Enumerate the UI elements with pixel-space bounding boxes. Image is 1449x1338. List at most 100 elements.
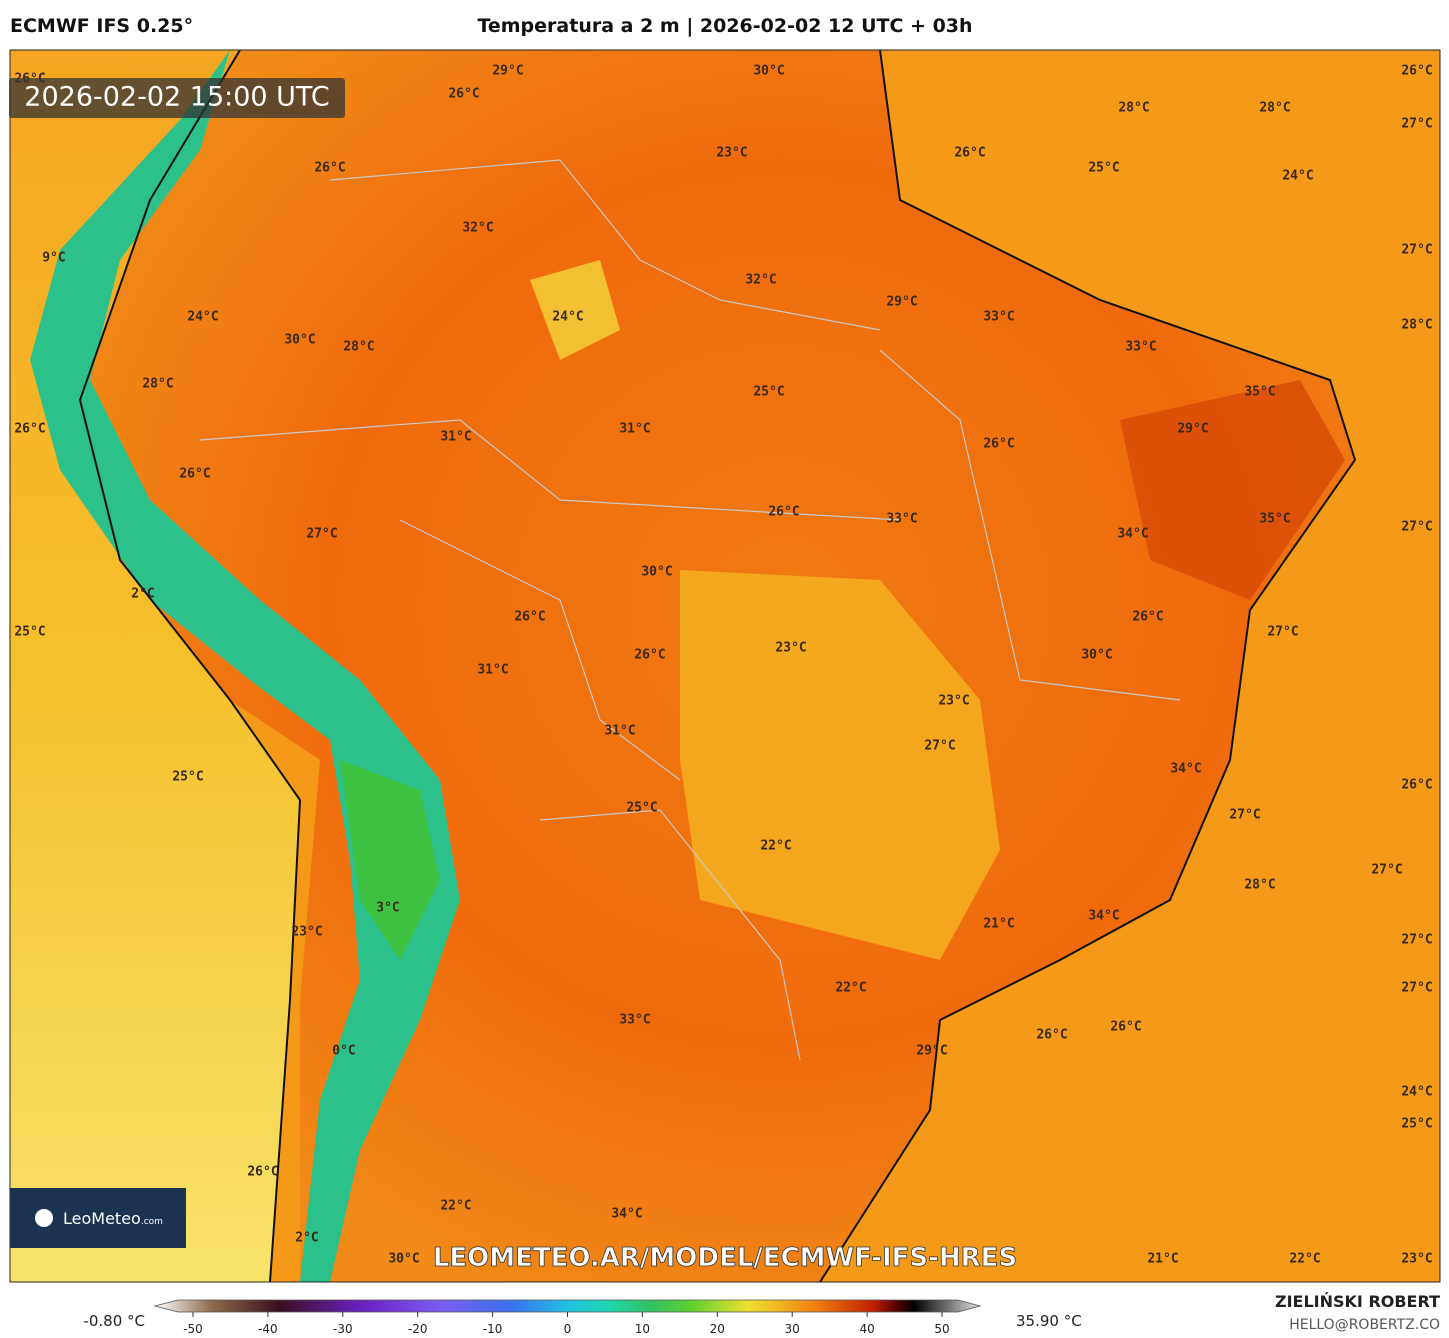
logo-brand: LeoMeteo.com — [63, 1209, 163, 1228]
andes-green — [340, 760, 440, 960]
temp-label: 29°C — [1177, 422, 1208, 437]
temp-label: 9°C — [42, 251, 65, 266]
temp-label: 25°C — [172, 770, 203, 785]
temp-label: 34°C — [1088, 909, 1119, 924]
temp-label: 31°C — [440, 430, 471, 445]
temp-label: 26°C — [954, 146, 985, 161]
temp-label: 27°C — [1229, 808, 1260, 823]
temp-label: 28°C — [1118, 101, 1149, 116]
temp-label: 32°C — [745, 273, 776, 288]
colorbar: -0.80 °C 35.90 °C -50 -40 -30 -20 -10 0 10 20 30… — [83, 1299, 1082, 1336]
temp-label: 25°C — [626, 801, 657, 816]
colorbar-tick-label: -10 — [483, 1322, 503, 1336]
temp-label: 24°C — [1282, 169, 1313, 184]
temp-label: 27°C — [1401, 520, 1432, 535]
cool-area — [530, 260, 620, 360]
logo-suffix: .com — [141, 1217, 163, 1227]
temp-label: 35°C — [1244, 385, 1275, 400]
temp-label: 26°C — [514, 610, 545, 625]
temp-label: 29°C — [916, 1044, 947, 1059]
temp-label: 23°C — [1401, 1252, 1432, 1267]
temp-label: 30°C — [388, 1252, 419, 1267]
header-left: ECMWF IFS 0.25° — [10, 15, 193, 37]
temp-label: 33°C — [619, 1013, 650, 1028]
temp-label: 23°C — [291, 925, 322, 940]
temp-label: 24°C — [552, 310, 583, 325]
temp-label: 28°C — [142, 377, 173, 392]
temp-label: 33°C — [983, 310, 1014, 325]
temp-label: 30°C — [284, 333, 315, 348]
temp-label: 27°C — [1401, 933, 1432, 948]
email: HELLO@ROBERTZ.CO — [1289, 1317, 1440, 1333]
temp-label: 32°C — [462, 221, 493, 236]
temp-label: 25°C — [1401, 1117, 1432, 1132]
temp-label: 27°C — [1371, 863, 1402, 878]
temp-label: 24°C — [187, 310, 218, 325]
temp-label: 30°C — [641, 565, 672, 580]
temp-label: 23°C — [716, 146, 747, 161]
temp-label: 22°C — [440, 1199, 471, 1214]
temp-label: 25°C — [753, 385, 784, 400]
temp-label: 29°C — [492, 64, 523, 79]
temp-label: 31°C — [604, 724, 635, 739]
temp-label: 24°C — [1401, 1085, 1432, 1100]
colorbar-tick-label: -50 — [183, 1322, 203, 1336]
temp-label: 25°C — [14, 625, 45, 640]
valid-time: 2026-02-02 15:00 UTC — [24, 82, 329, 113]
temp-label: 35°C — [1259, 512, 1290, 527]
hot-area — [1120, 380, 1345, 600]
colorbar-tick-label: 30 — [785, 1322, 800, 1336]
temp-label: 28°C — [343, 340, 374, 355]
borders — [199, 159, 1181, 1061]
temp-label: 27°C — [924, 739, 955, 754]
temp-label: 3°C — [376, 901, 399, 916]
temp-label: 21°C — [1147, 1252, 1178, 1267]
temp-label: 33°C — [1125, 340, 1156, 355]
temp-label: 26°C — [1036, 1028, 1067, 1043]
temp-label: 29°C — [886, 295, 917, 310]
colorbar-tick-label: 0 — [564, 1322, 572, 1336]
temp-label: 26°C — [314, 161, 345, 176]
temp-label: 23°C — [775, 641, 806, 656]
temp-label: 27°C — [1401, 981, 1432, 996]
temp-label: 25°C — [1088, 161, 1119, 176]
temp-label: 23°C — [938, 694, 969, 709]
temp-label: 34°C — [611, 1207, 642, 1222]
temp-label: 26°C — [448, 87, 479, 102]
temp-label: 26°C — [1401, 778, 1432, 793]
temp-label: 28°C — [1259, 101, 1290, 116]
temp-label: 26°C — [179, 467, 210, 482]
temp-label: 26°C — [768, 505, 799, 520]
temp-label: 33°C — [886, 512, 917, 527]
temp-label: 31°C — [619, 422, 650, 437]
temp-label: 2°C — [295, 1231, 318, 1246]
temp-label: 27°C — [1401, 243, 1432, 258]
temp-label: 26°C — [634, 648, 665, 663]
colorbar-tick-label: -40 — [258, 1322, 278, 1336]
temp-label: 26°C — [1110, 1020, 1141, 1035]
temp-label: 34°C — [1170, 762, 1201, 777]
temp-label: 28°C — [1244, 878, 1275, 893]
header-title: Temperatura a 2 m | 2026-02-02 12 UTC + … — [477, 15, 972, 37]
colorbar-min: -0.80 °C — [83, 1312, 145, 1330]
logo-brand-text: LeoMeteo — [63, 1209, 141, 1228]
author: ZIELIŃSKI ROBERT — [1275, 1292, 1440, 1311]
andes — [30, 50, 460, 1282]
colorbar-tick-label: -20 — [408, 1322, 428, 1336]
temp-label: 27°C — [1267, 625, 1298, 640]
temp-label: 27°C — [1401, 117, 1432, 132]
colorbar-tick-label: -30 — [333, 1322, 353, 1336]
temp-label: 22°C — [835, 981, 866, 996]
temp-label: 26°C — [247, 1165, 278, 1180]
colorbar-max: 35.90 °C — [1016, 1312, 1082, 1330]
temp-label: 21°C — [983, 917, 1014, 932]
time-box — [9, 78, 345, 118]
watermark: LEOMETEO.AR/MODEL/ECMWF-IFS-HRES — [433, 1243, 1017, 1273]
map: 29°C 30°C 26°C 26°C 28°C 28°C 27°C 23°C 26°C 26°C… — [9, 49, 1441, 1283]
temp-label: 34°C — [1117, 527, 1148, 542]
temp-label: 27°C — [306, 527, 337, 542]
temp-label: 26°C — [1132, 610, 1163, 625]
temp-label: 30°C — [753, 64, 784, 79]
colorbar-tick-label: 20 — [710, 1322, 725, 1336]
temp-label: 26°C — [983, 437, 1014, 452]
